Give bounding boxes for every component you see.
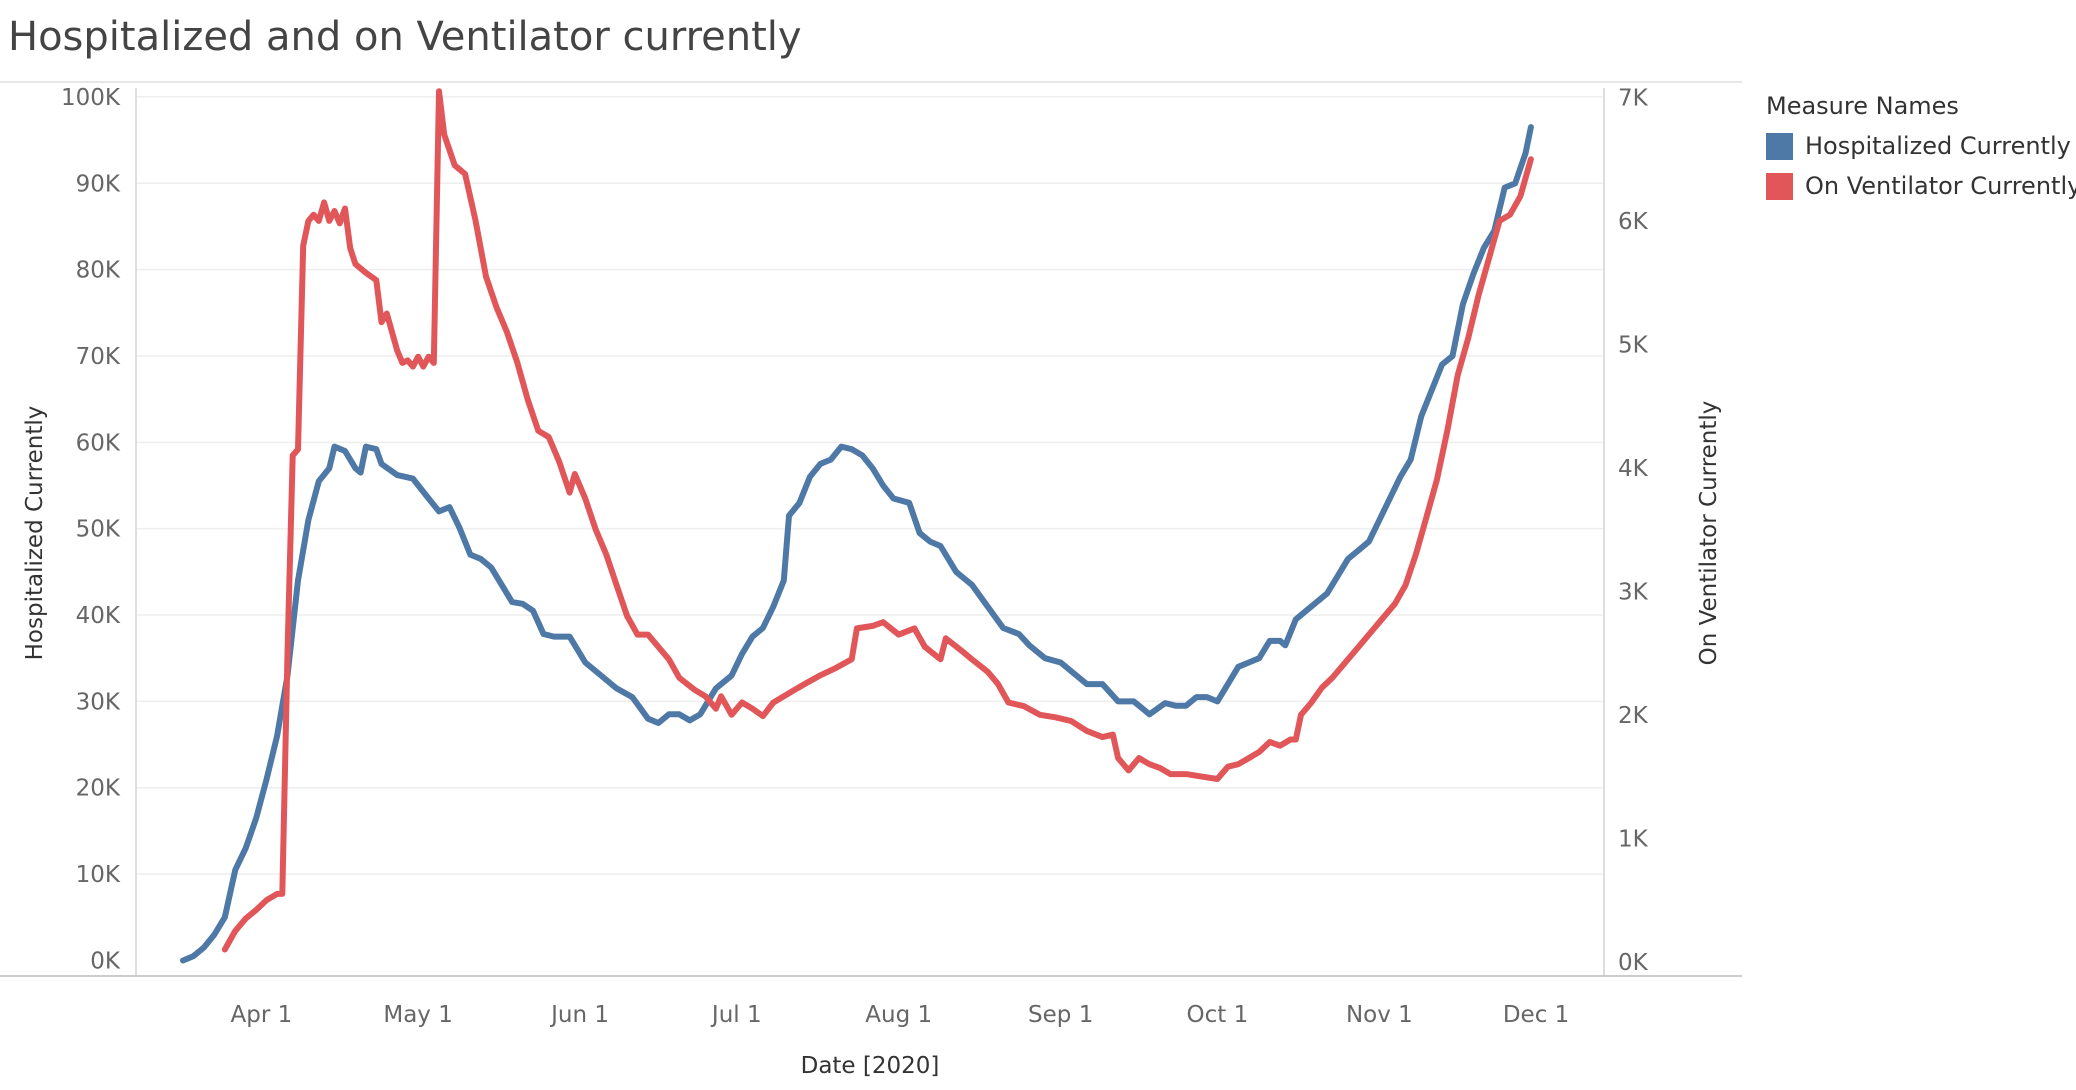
x-tick-label: Jun 1 [549,1002,609,1028]
x-axis-title: Date [2020] [801,1053,940,1079]
legend-label-hospitalized: Hospitalized Currently [1805,132,2071,160]
y2-tick-label: 4K [1618,456,1649,482]
x-tick-label: May 1 [383,1002,453,1028]
axes-frame [0,81,1742,977]
x-tick-label: Dec 1 [1503,1002,1569,1028]
x-tick-label: Sep 1 [1028,1002,1093,1028]
y-tick-label: 70K [76,344,121,370]
x-tick-label: Apr 1 [231,1002,293,1028]
legend-swatch-hospitalized [1766,132,1793,160]
y-tick-label: 10K [76,862,121,888]
y2-tick-label: 7K [1618,85,1649,111]
y-tick-label: 20K [76,776,121,802]
grid-lines [136,96,1604,875]
y2-tick-label: 0K [1618,950,1649,976]
y-tick-label: 30K [76,689,121,715]
x-tick-label: Aug 1 [865,1002,932,1028]
y2-axis-title: On Ventilator Currently [1696,401,1722,666]
y2-tick-label: 5K [1618,332,1649,358]
legend-title: Measure Names [1766,92,1959,120]
y-axis-title: Hospitalized Currently [22,406,48,661]
legend-swatch-ventilator [1766,172,1793,200]
x-tick-label: Oct 1 [1187,1002,1249,1028]
y-tick-label: 40K [76,603,121,629]
chart-title: Hospitalized and on Ventilator currently [8,14,802,60]
y-tick-label: 0K [90,948,121,974]
y2-tick-label: 1K [1618,826,1649,852]
y-tick-label: 60K [76,430,121,456]
series-line-ventilator [221,88,1534,953]
y-tick-label: 80K [76,258,121,284]
series-line-hospitalized [180,124,1534,964]
y2-tick-label: 2K [1618,703,1649,729]
x-tick-label: Jul 1 [710,1002,762,1028]
legend: Measure Names Hospitalized Currently On … [1766,92,2076,206]
legend-label-ventilator: On Ventilator Currently [1805,172,2076,200]
legend-item-ventilator[interactable]: On Ventilator Currently [1766,166,2076,206]
axis-labels: 0K 10K 20K 30K 40K 50K 60K 70K 80K 90K 100K 0K 1K 2K 3… [22,85,1722,1079]
y-tick-label: 90K [76,171,121,197]
y-tick-label: 100K [61,85,121,111]
y2-tick-label: 3K [1618,579,1649,605]
x-tick-label: Nov 1 [1346,1002,1413,1028]
y2-tick-label: 6K [1618,209,1649,235]
legend-item-hospitalized[interactable]: Hospitalized Currently [1766,126,2076,166]
series-lines [180,88,1534,964]
y-tick-label: 50K [76,517,121,543]
